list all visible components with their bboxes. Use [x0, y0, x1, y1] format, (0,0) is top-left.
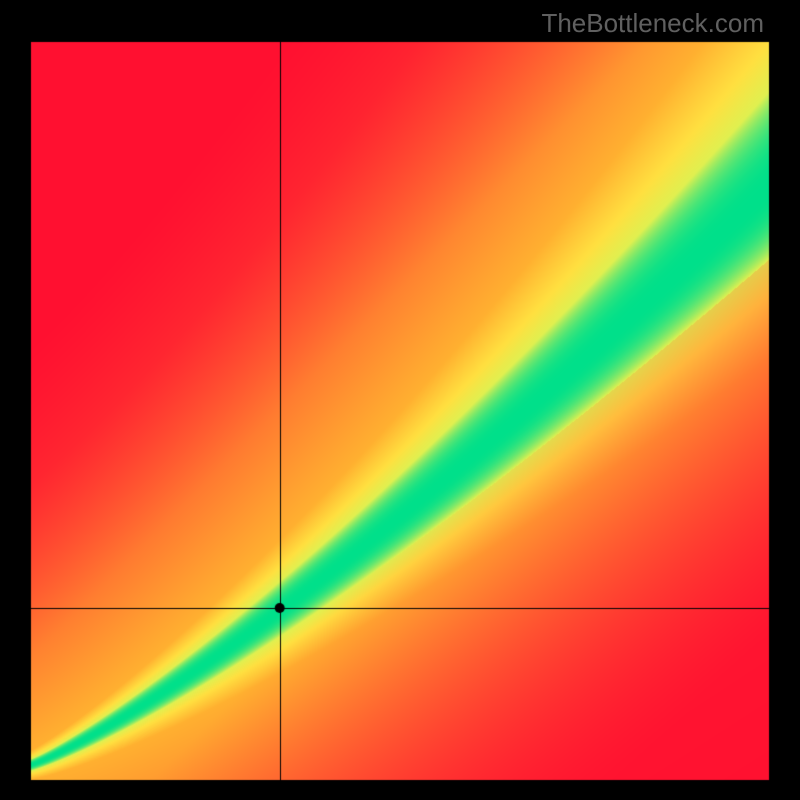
watermark-text: TheBottleneck.com — [541, 8, 764, 39]
bottleneck-heatmap — [0, 0, 800, 800]
